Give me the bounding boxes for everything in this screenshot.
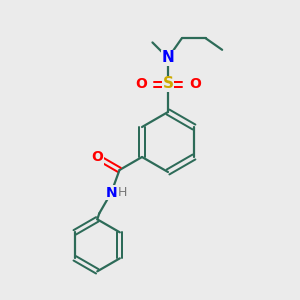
Text: S: S <box>163 76 173 92</box>
Text: N: N <box>162 50 174 65</box>
Text: O: O <box>189 77 201 91</box>
Text: O: O <box>91 150 103 164</box>
Text: N: N <box>106 186 117 200</box>
Text: H: H <box>118 186 127 199</box>
Text: O: O <box>135 77 147 91</box>
